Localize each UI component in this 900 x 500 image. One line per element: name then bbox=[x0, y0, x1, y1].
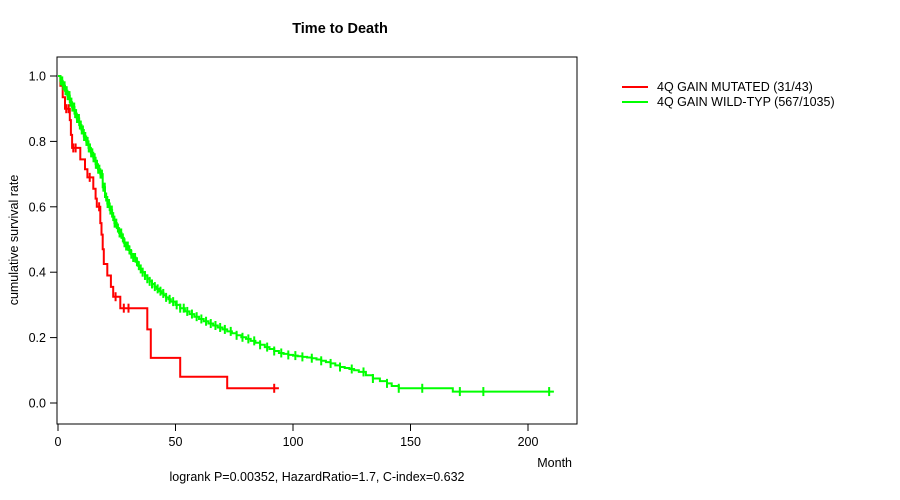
x-axis-label: Month bbox=[537, 456, 572, 470]
km-curve-wildtype bbox=[58, 75, 554, 393]
x-tick-label: 150 bbox=[400, 435, 421, 449]
legend-line-red bbox=[622, 85, 648, 88]
y-tick-label: 1.0 bbox=[29, 70, 46, 84]
x-tick-label: 50 bbox=[169, 435, 183, 449]
y-tick-label: 0.8 bbox=[29, 135, 46, 149]
legend-label: 4Q GAIN MUTATED (31/43) bbox=[657, 79, 813, 94]
statistics-annotation: logrank P=0.00352, HazardRatio=1.7, C-in… bbox=[169, 470, 465, 484]
y-tick-label: 0.4 bbox=[29, 266, 46, 280]
legend: 4Q GAIN MUTATED (31/43) 4Q GAIN WILD-TYP… bbox=[622, 79, 835, 109]
legend-item-mutated: 4Q GAIN MUTATED (31/43) bbox=[622, 79, 835, 94]
legend-label: 4Q GAIN WILD-TYP (567/1035) bbox=[657, 94, 835, 109]
x-tick-label: 100 bbox=[283, 435, 304, 449]
plot-box bbox=[56, 56, 578, 425]
y-tick-label: 0.0 bbox=[29, 397, 46, 411]
km-curve-mutated bbox=[58, 75, 279, 390]
legend-item-wildtype: 4Q GAIN WILD-TYP (567/1035) bbox=[622, 94, 835, 109]
x-tick-label: 0 bbox=[55, 435, 62, 449]
y-tick-label: 0.2 bbox=[29, 331, 46, 345]
legend-line-green bbox=[622, 100, 648, 103]
page-title: Time to Death bbox=[292, 21, 388, 37]
y-tick-label: 0.6 bbox=[29, 200, 46, 214]
x-tick-label: 200 bbox=[518, 435, 539, 449]
